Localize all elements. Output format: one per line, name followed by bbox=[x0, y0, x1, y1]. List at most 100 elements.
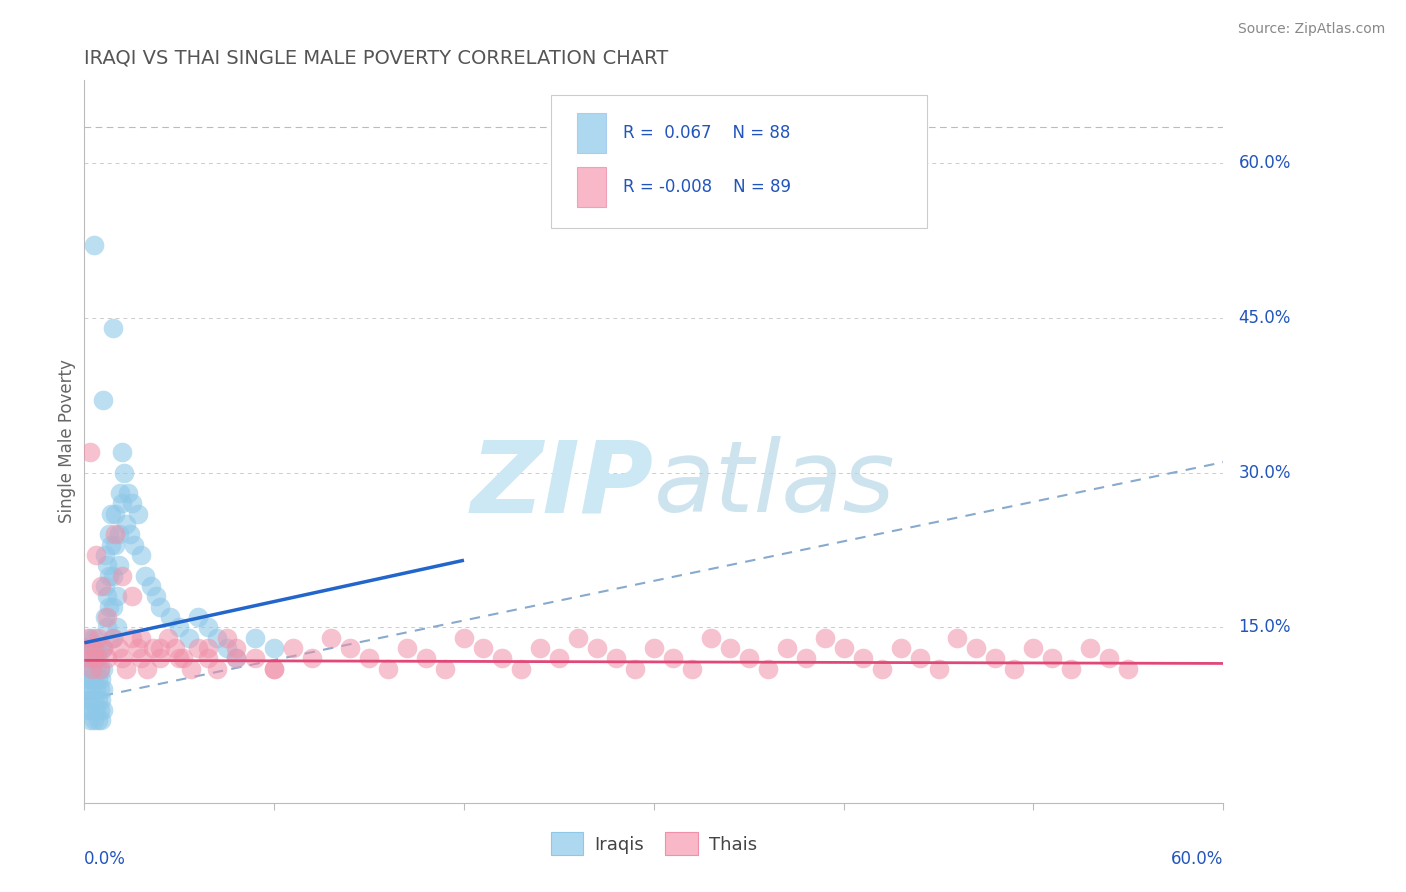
Point bbox=[80, 662, 103, 676]
Point bbox=[107, 558, 129, 573]
Point bbox=[79, 631, 101, 645]
Point bbox=[586, 640, 609, 655]
Point bbox=[80, 640, 103, 655]
Point bbox=[928, 662, 950, 676]
Point bbox=[83, 631, 105, 645]
Point bbox=[197, 620, 219, 634]
Point bbox=[643, 640, 665, 655]
Point bbox=[86, 651, 108, 665]
Point bbox=[84, 640, 107, 655]
Point bbox=[169, 620, 191, 634]
Point bbox=[681, 662, 703, 676]
Point bbox=[121, 496, 143, 510]
Point bbox=[77, 692, 100, 706]
Point bbox=[263, 662, 285, 676]
Point bbox=[105, 620, 128, 634]
Point bbox=[870, 662, 893, 676]
Point bbox=[79, 713, 101, 727]
Point bbox=[548, 651, 571, 665]
Point bbox=[852, 651, 875, 665]
Point bbox=[75, 640, 97, 655]
Point bbox=[738, 651, 761, 665]
Point bbox=[79, 672, 101, 686]
Point bbox=[84, 662, 107, 676]
Point bbox=[83, 672, 105, 686]
Point bbox=[98, 527, 121, 541]
Point bbox=[1098, 651, 1121, 665]
Point bbox=[946, 631, 969, 645]
Point bbox=[96, 610, 118, 624]
Point bbox=[75, 662, 97, 676]
Point bbox=[187, 610, 209, 624]
Text: 45.0%: 45.0% bbox=[1239, 309, 1291, 326]
Point bbox=[93, 393, 115, 408]
Point bbox=[662, 651, 685, 665]
Point bbox=[127, 507, 149, 521]
Point bbox=[121, 590, 143, 604]
Text: Source: ZipAtlas.com: Source: ZipAtlas.com bbox=[1237, 22, 1385, 37]
Point bbox=[122, 538, 145, 552]
Text: atlas: atlas bbox=[654, 436, 896, 533]
Text: 60.0%: 60.0% bbox=[1171, 850, 1223, 868]
FancyBboxPatch shape bbox=[578, 167, 606, 207]
Point bbox=[90, 713, 112, 727]
Point bbox=[207, 662, 229, 676]
Point bbox=[339, 640, 361, 655]
Point bbox=[94, 548, 117, 562]
Point bbox=[136, 662, 159, 676]
FancyBboxPatch shape bbox=[578, 112, 606, 153]
Point bbox=[225, 640, 247, 655]
Point bbox=[111, 445, 134, 459]
FancyBboxPatch shape bbox=[551, 95, 927, 228]
Y-axis label: Single Male Poverty: Single Male Poverty bbox=[58, 359, 76, 524]
Point bbox=[177, 631, 200, 645]
Point bbox=[96, 558, 118, 573]
Point bbox=[90, 672, 112, 686]
Point bbox=[111, 651, 134, 665]
Point bbox=[94, 579, 117, 593]
Text: 15.0%: 15.0% bbox=[1239, 618, 1291, 636]
Text: R =  0.067    N = 88: R = 0.067 N = 88 bbox=[623, 124, 790, 142]
Point bbox=[1004, 662, 1026, 676]
Point bbox=[100, 507, 122, 521]
Point bbox=[110, 486, 132, 500]
Point bbox=[90, 579, 112, 593]
Point bbox=[215, 631, 238, 645]
Text: ZIP: ZIP bbox=[471, 436, 654, 533]
Point bbox=[84, 548, 107, 562]
Point bbox=[84, 682, 107, 697]
Point bbox=[159, 610, 181, 624]
Point bbox=[491, 651, 513, 665]
Point bbox=[96, 590, 118, 604]
Point bbox=[75, 682, 97, 697]
Point bbox=[180, 662, 202, 676]
Point bbox=[94, 610, 117, 624]
Point bbox=[718, 640, 741, 655]
Point bbox=[1022, 640, 1045, 655]
Point bbox=[79, 651, 101, 665]
Point bbox=[776, 640, 799, 655]
Point bbox=[80, 662, 103, 676]
Point bbox=[79, 651, 101, 665]
Point bbox=[111, 496, 134, 510]
Text: 0.0%: 0.0% bbox=[84, 850, 127, 868]
Point bbox=[104, 527, 127, 541]
Point bbox=[453, 631, 475, 645]
Point bbox=[77, 672, 100, 686]
Point bbox=[172, 651, 194, 665]
Point bbox=[89, 682, 111, 697]
Point bbox=[567, 631, 589, 645]
Point bbox=[263, 640, 285, 655]
Point bbox=[83, 238, 105, 252]
Point bbox=[756, 662, 779, 676]
Point bbox=[86, 672, 108, 686]
Point bbox=[215, 640, 238, 655]
Point bbox=[83, 640, 105, 655]
Point bbox=[1080, 640, 1102, 655]
Point bbox=[624, 662, 647, 676]
Point bbox=[165, 640, 187, 655]
Point bbox=[105, 590, 128, 604]
Point bbox=[89, 662, 111, 676]
Point bbox=[263, 662, 285, 676]
Point bbox=[794, 651, 817, 665]
